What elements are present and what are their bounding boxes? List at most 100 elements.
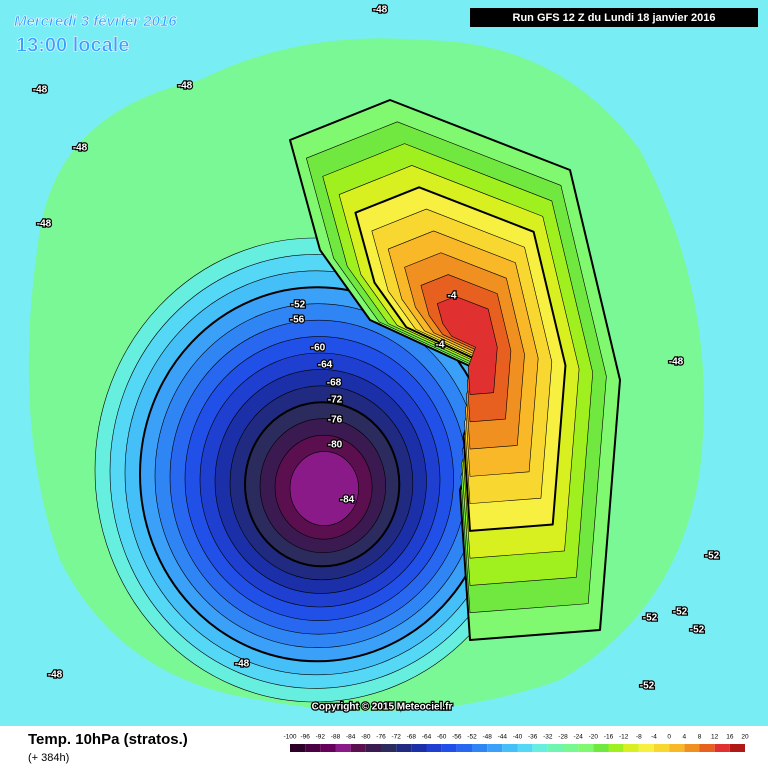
contour-label: -48	[235, 659, 250, 670]
legend-swatch	[396, 744, 412, 752]
forecast-time: 13:00 locale	[16, 34, 129, 56]
contour-label: -64	[318, 360, 333, 371]
legend-swatch	[502, 744, 518, 752]
legend-label: -28	[558, 734, 568, 741]
contour-label: -56	[290, 315, 305, 326]
legend-label: -68	[407, 734, 417, 741]
legend-label: -40	[513, 734, 523, 741]
contour-label: -48	[33, 85, 48, 96]
contour-label: -52	[705, 551, 720, 562]
legend-label: 4	[683, 734, 687, 741]
legend-swatch	[487, 744, 503, 752]
legend-swatch	[290, 744, 306, 752]
legend-label: -92	[316, 734, 326, 741]
contour-label: -48	[48, 670, 63, 681]
contour-label: -52	[690, 625, 705, 636]
legend-label: -16	[604, 734, 614, 741]
legend-label: -4	[651, 734, 657, 741]
legend-label: -76	[376, 734, 386, 741]
contour-label: -52	[643, 613, 658, 624]
legend-swatch	[669, 744, 685, 752]
legend-label: -32	[543, 734, 553, 741]
contour-label: -52	[673, 607, 688, 618]
contour-label: -72	[328, 395, 343, 406]
legend-label: -52	[467, 734, 477, 741]
legend-swatch	[320, 744, 336, 752]
contour-label: -48	[73, 143, 88, 154]
contour-label: -52	[291, 300, 306, 311]
legend-swatch	[638, 744, 654, 752]
legend-swatch	[532, 744, 548, 752]
legend-swatch	[563, 744, 579, 752]
warm-band	[436, 296, 498, 395]
legend-swatch	[699, 744, 715, 752]
legend-label: -36	[528, 734, 538, 741]
legend-label: 8	[698, 734, 702, 741]
contour-label: -76	[328, 415, 343, 426]
legend-swatch	[623, 744, 639, 752]
legend-swatch	[729, 744, 745, 752]
legend-swatch	[426, 744, 442, 752]
legend-swatch	[472, 744, 488, 752]
legend-swatch	[578, 744, 594, 752]
legend-label: 16	[726, 734, 734, 741]
legend-label: -100	[283, 734, 296, 741]
legend-label: 12	[711, 734, 719, 741]
contour-label: -48	[37, 219, 52, 230]
legend-label: -64	[422, 734, 432, 741]
legend-label: -24	[573, 734, 583, 741]
contour-label: -48	[178, 81, 193, 92]
contour-label: -80	[328, 440, 343, 451]
legend-label: -8	[636, 734, 642, 741]
warm-vortex	[289, 99, 621, 641]
footer-title: Temp. 10hPa (stratos.)	[28, 731, 188, 748]
contour-label: -84	[340, 495, 355, 506]
cold-band	[289, 451, 359, 526]
legend-swatch	[608, 744, 624, 752]
legend-swatch	[365, 744, 381, 752]
legend-label: -60	[437, 734, 447, 741]
legend-swatch	[335, 744, 351, 752]
contour-label: -60	[311, 343, 326, 354]
forecast-date: Mercredi 3 février 2016	[14, 13, 177, 30]
legend-label: -96	[300, 734, 310, 741]
footer-subtitle: (+ 384h)	[28, 752, 69, 764]
legend-swatch	[517, 744, 533, 752]
contour-label: -4	[436, 340, 445, 351]
legend-label: -48	[482, 734, 492, 741]
legend-label: -84	[346, 734, 356, 741]
legend: -100 -96 -92 -88 -84 -80 -76 -72 -68 -64 -60 -56 -52…	[283, 734, 749, 752]
legend-swatch	[411, 744, 427, 752]
legend-swatch	[441, 744, 457, 752]
contour-label: -4	[448, 291, 457, 302]
run-box	[470, 8, 758, 27]
contour-label: -48	[373, 5, 388, 16]
legend-swatch	[684, 744, 700, 752]
legend-label: -12	[619, 734, 629, 741]
contour-label: -68	[327, 378, 342, 389]
cold-vortex	[94, 237, 536, 703]
copyright: Copyright © 2015 Meteociel.fr	[312, 702, 453, 713]
legend-swatch	[381, 744, 397, 752]
legend-swatch	[547, 744, 563, 752]
legend-label: -80	[361, 734, 371, 741]
legend-label: 0	[667, 734, 671, 741]
legend-label: -88	[331, 734, 341, 741]
legend-swatch	[654, 744, 670, 752]
legend-label: 20	[741, 734, 749, 741]
legend-label: -56	[452, 734, 462, 741]
legend-swatch	[593, 744, 609, 752]
legend-label: -72	[391, 734, 401, 741]
run-info: Run GFS 12 Z du Lundi 18 janvier 2016	[513, 12, 716, 24]
contour-labels: -48 -48 -48 -48 -48 -52 -56 -60 -64 -68 -72 -76 -80 -…	[32, 3, 721, 693]
legend-swatch	[456, 744, 472, 752]
legend-label: -20	[589, 734, 599, 741]
legend-swatch	[350, 744, 366, 752]
contour-label: -48	[669, 357, 684, 368]
legend-label: -44	[498, 734, 508, 741]
legend-swatch	[714, 744, 730, 752]
legend-swatch	[305, 744, 321, 752]
contour-label: -52	[640, 681, 655, 692]
